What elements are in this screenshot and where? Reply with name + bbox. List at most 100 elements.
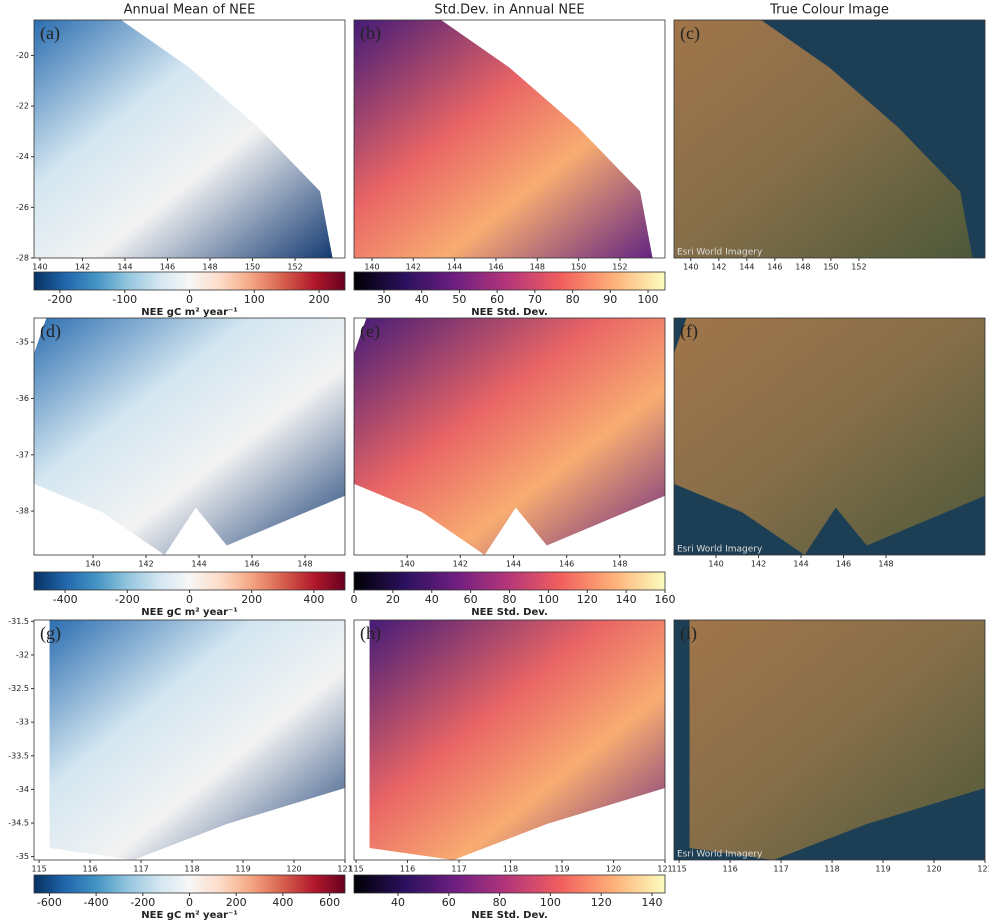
colorbar-label: NEE Std. Dev. — [471, 607, 548, 618]
colorbar-tick-label: 60 — [490, 293, 504, 306]
x-tick-label: 148 — [795, 263, 810, 272]
y-tick-label: -31.5 — [8, 617, 29, 626]
y-tick-label: -37 — [16, 450, 29, 459]
colorbar-label: NEE Std. Dev. — [471, 910, 548, 921]
x-tick-label: 120 — [286, 865, 301, 874]
land — [674, 20, 973, 258]
colorbar-tick-label: 200 — [309, 293, 330, 306]
x-tick-label: 118 — [503, 865, 518, 874]
colorbar-tick-label: 200 — [226, 896, 247, 909]
y-tick-label: -26 — [16, 203, 29, 212]
x-tick-label: 146 — [160, 263, 175, 272]
x-tick-label: 144 — [447, 263, 462, 272]
y-tick-label: -32 — [16, 650, 29, 659]
panel-label: (g) — [40, 623, 61, 644]
colorbar-tick-label: -100 — [112, 293, 137, 306]
x-tick-label: 148 — [202, 263, 217, 272]
x-tick-label: 120 — [926, 865, 941, 874]
colorbar-tick-label: 40 — [425, 593, 439, 606]
column-title: Annual Mean of NEE — [124, 3, 256, 18]
x-tick-label: 148 — [297, 560, 312, 569]
map-frame — [33, 19, 346, 259]
x-tick-label: 142 — [406, 263, 421, 272]
land — [689, 620, 985, 860]
x-tick-label: 140 — [683, 263, 698, 272]
map-frame — [353, 19, 666, 259]
x-tick-label: 116 — [722, 865, 737, 874]
x-tick-label: 148 — [530, 263, 545, 272]
colorbar-tick-label: 60 — [442, 896, 456, 909]
colorbar — [33, 874, 346, 894]
x-tick-label: 144 — [739, 263, 754, 272]
colorbar — [353, 874, 666, 894]
colorbar-tick-label: 600 — [319, 896, 340, 909]
x-tick-label: 144 — [191, 560, 206, 569]
x-tick-label: 140 — [708, 560, 723, 569]
panel-label: (h) — [360, 623, 381, 644]
column-title: True Colour Image — [769, 3, 889, 18]
colorbar — [353, 571, 666, 591]
y-tick-label: -36 — [16, 394, 29, 403]
y-tick-label: -20 — [16, 51, 29, 60]
colorbar-tick-label: 0 — [186, 593, 193, 606]
x-tick-label: 117 — [451, 865, 466, 874]
colorbar-label: NEE Std. Dev. — [471, 307, 548, 318]
map-frame — [353, 619, 666, 861]
x-tick-label: 146 — [559, 560, 574, 569]
column-title: Std.Dev. in Annual NEE — [434, 3, 584, 18]
attribution: Esri World Imagery — [677, 545, 763, 555]
x-tick-label: 144 — [506, 560, 521, 569]
panel-label: (a) — [40, 23, 60, 44]
x-tick-label: 140 — [32, 263, 47, 272]
colorbar — [33, 271, 346, 291]
colorbar-tick-label: 0 — [186, 896, 193, 909]
panel-label: (i) — [680, 623, 697, 644]
colorbar-tick-label: 100 — [244, 293, 265, 306]
y-tick-label: -35 — [16, 338, 29, 347]
map-frame — [33, 317, 346, 556]
colorbar-tick-label: 140 — [616, 593, 637, 606]
colorbar-tick-label: 100 — [540, 896, 561, 909]
colorbar-label: NEE gC m² year⁻¹ — [141, 910, 237, 921]
y-tick-label: -22 — [16, 102, 29, 111]
x-tick-label: 119 — [554, 865, 569, 874]
land — [354, 20, 653, 258]
colorbar-tick-label: 100 — [638, 293, 659, 306]
panel-label: (b) — [360, 23, 381, 44]
panel-label: (d) — [40, 321, 61, 342]
y-tick-label: -33.5 — [8, 751, 29, 760]
colorbar-tick-label: -200 — [115, 593, 140, 606]
land — [354, 318, 665, 555]
x-tick-label: 152 — [287, 263, 302, 272]
colorbar-tick-label: 50 — [452, 293, 466, 306]
x-tick-label: 140 — [85, 560, 100, 569]
x-tick-label: 140 — [400, 560, 415, 569]
colorbar-tick-label: 0 — [186, 293, 193, 306]
colorbar-tick-label: 40 — [415, 293, 429, 306]
colorbar-tick-label: 140 — [642, 896, 663, 909]
land — [34, 20, 333, 258]
x-tick-label: 116 — [400, 865, 415, 874]
panel-label: (f) — [680, 321, 698, 342]
x-tick-label: 119 — [875, 865, 890, 874]
y-tick-label: -35 — [16, 852, 29, 861]
y-tick-label: -38 — [16, 507, 29, 516]
colorbar-tick-label: 120 — [591, 896, 612, 909]
x-tick-label: 150 — [823, 263, 838, 272]
colorbar-tick-label: 80 — [566, 293, 580, 306]
x-tick-label: 142 — [75, 263, 90, 272]
x-tick-label: 148 — [612, 560, 627, 569]
x-tick-label: 142 — [453, 560, 468, 569]
y-tick-label: -33 — [16, 718, 29, 727]
x-tick-label: 142 — [751, 560, 766, 569]
colorbar-tick-label: 200 — [241, 593, 262, 606]
x-tick-label: 115 — [671, 865, 686, 874]
land — [369, 620, 665, 860]
colorbar-tick-label: 80 — [493, 896, 507, 909]
colorbar-tick-label: -200 — [47, 293, 72, 306]
colorbar-tick-label: -200 — [130, 896, 155, 909]
x-tick-label: 144 — [793, 560, 808, 569]
colorbar — [353, 271, 666, 291]
x-tick-label: 144 — [117, 263, 132, 272]
